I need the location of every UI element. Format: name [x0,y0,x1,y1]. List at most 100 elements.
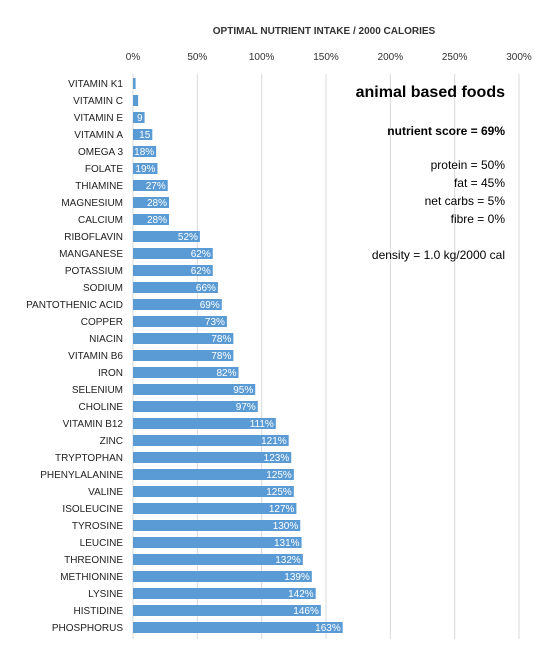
bar [133,520,301,531]
bar [133,401,258,412]
bar [133,537,302,548]
category-label: PHENYLALANINE [40,470,123,481]
data-label: 78% [211,334,231,345]
category-label: NIACIN [89,334,123,345]
data-label: 15 [139,130,151,141]
bar [133,265,213,276]
category-label: TYROSINE [72,521,123,532]
bar [133,486,294,497]
data-label: 62% [191,266,211,277]
category-label: SODIUM [83,283,123,294]
x-tick-label: 100% [249,52,275,63]
annotation-net-carbs: net carbs = 5% [424,194,505,208]
bar [133,333,234,344]
bar [133,282,218,293]
annotation-nutrient-score: nutrient score = 69% [387,124,505,138]
x-tick-label: 50% [187,52,207,63]
chart-title: OPTIMAL NUTRIENT INTAKE / 2000 CALORIES [213,26,436,37]
data-label: 19% [135,164,155,175]
category-label: PANTOTHENIC ACID [26,300,123,311]
bar [133,231,200,242]
data-label: 97% [236,402,256,413]
data-label: 95% [233,385,253,396]
category-label: POTASSIUM [65,266,123,277]
data-label: 139% [284,572,310,583]
data-label: 28% [147,215,167,226]
category-label: LEUCINE [80,538,124,549]
data-label: 130% [273,521,299,532]
category-label: IRON [98,368,123,379]
category-label: ZINC [100,436,123,447]
x-tick-label: 0% [126,52,141,63]
data-label: 69% [200,300,220,311]
category-label: RIBOFLAVIN [64,232,123,243]
data-label: 123% [264,453,290,464]
category-label: METHIONINE [60,572,123,583]
category-label: PHOSPHORUS [52,623,123,634]
bar [133,95,139,106]
category-label: LYSINE [88,589,123,600]
category-label: MANGANESE [59,249,123,260]
data-label: 27% [146,181,166,192]
bar [133,180,168,191]
category-label: CHOLINE [79,402,124,413]
data-label: 163% [315,623,341,634]
data-label: 121% [261,436,287,447]
annotation-density: density = 1.0 kg/2000 cal [371,248,505,262]
category-labels: VITAMIN K1 VITAMIN C VITAMIN E VITAMIN A OME… [26,79,123,634]
bar [133,622,343,633]
data-label: 125% [266,487,292,498]
bar [133,129,153,140]
category-label: VITAMIN C [73,96,123,107]
data-label: 28% [147,198,167,209]
category-label: FOLATE [85,164,123,175]
bar [133,588,316,599]
category-label: CALCIUM [78,215,123,226]
category-label: VITAMIN A [74,130,123,141]
bar [133,452,292,463]
annotation-heading: animal based foods [355,84,505,101]
bar [133,163,158,174]
bar [133,78,136,89]
bar [133,435,289,446]
category-label: VITAMIN B12 [63,419,124,430]
bar [133,418,276,429]
data-label: 52% [178,232,198,243]
category-label: THREONINE [64,555,123,566]
bar [133,248,213,259]
bar [133,146,157,157]
data-label: 62% [191,249,211,260]
bar [133,554,303,565]
bar [133,367,239,378]
annotation-fat: fat = 45% [453,176,505,190]
data-label: 125% [266,470,292,481]
bar [133,197,170,208]
category-label: VITAMIN K1 [68,79,123,90]
x-tick-label: 250% [442,52,468,63]
x-tick-label: 150% [313,52,339,63]
data-label: 142% [288,589,314,600]
category-label: OMEGA 3 [78,147,123,158]
data-label: 82% [216,368,236,379]
bar [133,214,170,225]
category-label: VITAMIN B6 [68,351,123,362]
data-label: 132% [275,555,301,566]
category-label: THIAMINE [75,181,123,192]
category-label: HISTIDINE [74,606,124,617]
data-label: 73% [205,317,225,328]
bar [133,503,297,514]
bar [133,469,294,480]
bar [133,316,227,327]
category-label: VALINE [88,487,123,498]
data-label: 18% [134,147,154,158]
bar [133,605,321,616]
category-label: SELENIUM [72,385,123,396]
bar [133,112,145,123]
data-label: 66% [196,283,216,294]
data-label: 127% [269,504,295,515]
category-label: TRYPTOPHAN [55,453,123,464]
x-tick-label: 300% [506,52,532,63]
bars [133,78,343,633]
bar [133,299,222,310]
x-axis-tick-labels: 0% 50% 100% 150% 200% 250% 300% [126,52,532,63]
